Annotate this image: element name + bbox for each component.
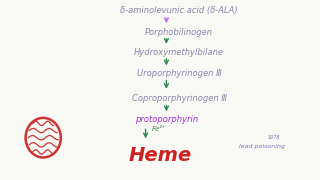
Text: δ-aminolevunic acid (δ-ALA): δ-aminolevunic acid (δ-ALA) (120, 6, 238, 15)
Text: protoporphyrin: protoporphyrin (135, 115, 198, 124)
Text: Heme: Heme (128, 146, 192, 165)
Text: Coproporphyrinogen Ⅲ: Coproporphyrinogen Ⅲ (132, 94, 227, 103)
Text: 1978: 1978 (267, 135, 280, 140)
Text: Porphobilinogen: Porphobilinogen (145, 28, 213, 37)
Text: Fe²⁺: Fe²⁺ (152, 126, 167, 132)
Text: lead poisoning: lead poisoning (239, 144, 285, 149)
Text: Uroporphyrinogen Ⅲ: Uroporphyrinogen Ⅲ (137, 69, 221, 78)
Text: Hydroxymethylbilane: Hydroxymethylbilane (134, 48, 224, 57)
